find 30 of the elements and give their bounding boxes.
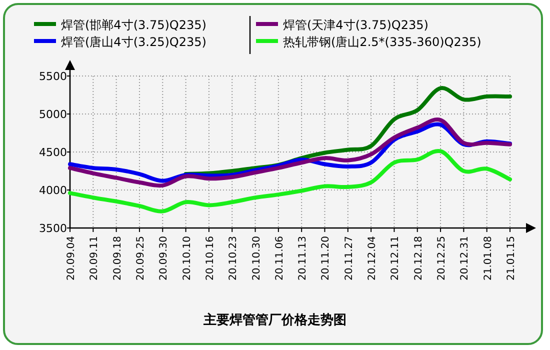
text: 主要焊管管厂价格走势图 (202, 312, 346, 328)
x-tick-label: 20.09.25 (135, 236, 146, 281)
legend-label: 焊管(邯郸4寸(3.75)Q235) (61, 18, 206, 32)
x-tick-label: 20.10.10 (182, 236, 193, 281)
x-tick-label: 21.01.08 (482, 236, 494, 281)
x-tick-label: 20.12.04 (367, 236, 378, 281)
y-tick-label: 5500 (39, 70, 67, 83)
x-tick-label: 21.01.15 (506, 236, 517, 281)
x-tick-label: 20.09.11 (89, 236, 100, 281)
legend-label: 热轧带钢(唐山2.5*(335-360)Q235) (283, 35, 482, 49)
x-tick-label: 20.12.31 (460, 236, 471, 281)
x-tick-label: 20.11.13 (298, 236, 309, 281)
x-tick-label: 20.09.30 (158, 236, 170, 281)
x-tick-label: 20.12.11 (390, 236, 402, 281)
y-tick-label: 4500 (39, 146, 67, 159)
x-tick-label: 20.11.20 (320, 236, 332, 281)
x-tick-label: 20.11.06 (274, 236, 286, 281)
x-tick-label: 20.12.25 (436, 236, 448, 281)
legend-label: 焊管(唐山4寸(3.25)Q235) (61, 35, 206, 49)
x-tick-label: 20.10.23 (228, 236, 240, 281)
y-tick-label: 5000 (39, 108, 67, 121)
x-tick-label: 20.09.18 (112, 236, 124, 281)
y-tick-label: 4000 (39, 184, 67, 197)
x-tick-label: 20.11.27 (344, 236, 355, 281)
y-tick-label: 3500 (39, 222, 67, 235)
x-tick-label: 20.12.18 (413, 236, 424, 281)
legend-label: 焊管(天津4寸(3.75)Q235) (283, 18, 428, 32)
x-tick-label: 20.10.16 (204, 236, 216, 281)
x-tick-label: 20.10.30 (251, 236, 262, 281)
x-tick-label: 20.09.04 (66, 236, 77, 281)
